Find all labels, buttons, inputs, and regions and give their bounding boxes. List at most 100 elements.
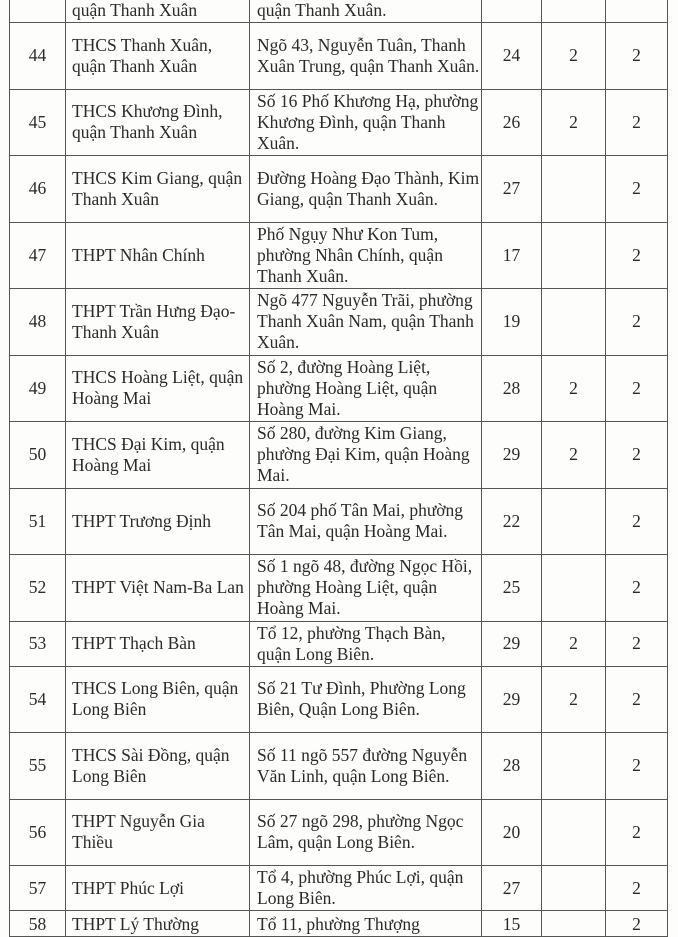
school-name: THPT Trương Định: [65, 487, 250, 555]
school-name: THCS Thanh Xuân, quận Thanh Xuân: [65, 22, 250, 90]
count-col-4: 27: [481, 155, 542, 223]
count-col-4: 22: [481, 487, 542, 555]
school-address: Số 1 ngõ 48, đường Ngọc Hồi, phường Hoàn…: [249, 554, 482, 622]
count-col-4: 28: [481, 732, 542, 800]
table-row: 44 THCS Thanh Xuân, quận Thanh Xuân Ngõ 43…: [9, 22, 668, 90]
count-col-6: 2: [605, 732, 668, 800]
school-address: Phố Ngụy Như Kon Tum, phường Nhân Chính,…: [249, 221, 482, 289]
row-number: 55: [9, 732, 66, 800]
school-name: THPT Thạch Bàn: [65, 620, 250, 667]
count-col-5: [541, 554, 606, 622]
count-col-5: [541, 487, 606, 555]
count-col-6: 2: [605, 155, 668, 223]
count-col-5: 2: [541, 354, 606, 422]
count-col-4: 15: [481, 910, 542, 937]
count-col-6: 2: [605, 487, 668, 555]
count-col-4: 27: [481, 865, 542, 911]
school-name: THPT Nguyễn Gia Thiều: [65, 798, 250, 866]
row-number: 58: [9, 910, 66, 937]
count-col-4: 29: [481, 620, 542, 667]
count-col-5: [541, 221, 606, 289]
count-col-6: 2: [605, 910, 668, 937]
count-col-4: 25: [481, 554, 542, 622]
count-col-5: 2: [541, 22, 606, 90]
school-address: Đường Hoàng Đạo Thành, Kim Giang, quận T…: [249, 155, 482, 223]
table-row: 52 THPT Việt Nam-Ba Lan Số 1 ngõ 48, đường…: [9, 554, 668, 622]
count-col-6: 2: [605, 288, 668, 356]
school-address: Tổ 11, phường Thượng: [249, 910, 482, 937]
count-col-5: [541, 910, 606, 937]
school-name: THCS Khương Đình, quận Thanh Xuân: [65, 88, 250, 156]
row-number: 49: [9, 354, 66, 422]
count-col-6: 2: [605, 665, 668, 733]
row-number: 48: [9, 288, 66, 356]
school-address: Ngõ 477 Nguyễn Trãi, phường Thanh Xuân N…: [249, 288, 482, 356]
school-name: THPT Phúc Lợi: [65, 865, 250, 911]
count-col-6: [605, 0, 668, 23]
school-address: Số 27 ngõ 298, phường Ngọc Lâm, quận Lon…: [249, 798, 482, 866]
count-col-5: [541, 865, 606, 911]
table-row: quận Thanh Xuân quận Thanh Xuân.: [9, 0, 668, 23]
table-row: 46 THCS Kim Giang, quận Thanh Xuân Đường H…: [9, 155, 668, 223]
row-number: 44: [9, 22, 66, 90]
count-col-4: 28: [481, 354, 542, 422]
count-col-5: 2: [541, 665, 606, 733]
school-address: Số 280, đường Kim Giang, phường Đại Kim,…: [249, 421, 482, 489]
count-col-5: [541, 798, 606, 866]
school-address: Số 2, đường Hoàng Liệt, phường Hoàng Liệ…: [249, 354, 482, 422]
row-number: [9, 0, 66, 23]
count-col-5: 2: [541, 620, 606, 667]
row-number: 47: [9, 221, 66, 289]
table-row: 56 THPT Nguyễn Gia Thiều Số 27 ngõ 298, ph…: [9, 798, 668, 866]
count-col-4: 17: [481, 221, 542, 289]
table-row: 47 THPT Nhân Chính Phố Ngụy Như Kon Tum, p…: [9, 221, 668, 289]
table-row: 55 THCS Sài Đồng, quận Long Biên Số 11 ngõ…: [9, 732, 668, 800]
school-name: THCS Long Biên, quận Long Biên: [65, 665, 250, 733]
count-col-5: 2: [541, 421, 606, 489]
count-col-5: [541, 155, 606, 223]
count-col-6: 2: [605, 22, 668, 90]
school-address: Ngõ 43, Nguyễn Tuân, Thanh Xuân Trung, q…: [249, 22, 482, 90]
row-number: 51: [9, 487, 66, 555]
count-col-6: 2: [605, 620, 668, 667]
school-name: THCS Sài Đồng, quận Long Biên: [65, 732, 250, 800]
school-name: quận Thanh Xuân: [65, 0, 250, 23]
count-col-6: 2: [605, 798, 668, 866]
table-row: 54 THCS Long Biên, quận Long Biên Số 21 Tư…: [9, 665, 668, 733]
row-number: 56: [9, 798, 66, 866]
school-name: THCS Kim Giang, quận Thanh Xuân: [65, 155, 250, 223]
count-col-5: [541, 732, 606, 800]
school-name: THPT Lý Thường: [65, 910, 250, 937]
count-col-6: 2: [605, 221, 668, 289]
table-row: 51 THPT Trương Định Số 204 phố Tân Mai, ph…: [9, 487, 668, 555]
schools-table: quận Thanh Xuân quận Thanh Xuân. 44 THCS Th…: [9, 0, 668, 937]
row-number: 54: [9, 665, 66, 733]
count-col-4: 26: [481, 88, 542, 156]
table-row: 57 THPT Phúc Lợi Tổ 4, phường Phúc Lợi, qu…: [9, 865, 668, 911]
school-address: quận Thanh Xuân.: [249, 0, 482, 23]
school-name: THCS Đại Kim, quận Hoàng Mai: [65, 421, 250, 489]
count-col-4: 20: [481, 798, 542, 866]
count-col-6: 2: [605, 554, 668, 622]
row-number: 52: [9, 554, 66, 622]
count-col-5: [541, 0, 606, 23]
count-col-6: 2: [605, 421, 668, 489]
table-row: 58 THPT Lý Thường Tổ 11, phường Thượng 15 2: [9, 910, 668, 937]
school-name: THPT Trần Hưng Đạo-Thanh Xuân: [65, 288, 250, 356]
school-address: Tổ 4, phường Phúc Lợi, quận Long Biên.: [249, 865, 482, 911]
count-col-6: 2: [605, 88, 668, 156]
row-number: 50: [9, 421, 66, 489]
school-name: THCS Hoàng Liệt, quận Hoàng Mai: [65, 354, 250, 422]
school-address: Số 16 Phố Khương Hạ, phường Khương Đình,…: [249, 88, 482, 156]
row-number: 57: [9, 865, 66, 911]
count-col-5: 2: [541, 88, 606, 156]
count-col-4: [481, 0, 542, 23]
table-row: 50 THCS Đại Kim, quận Hoàng Mai Số 280, đư…: [9, 421, 668, 489]
count-col-6: 2: [605, 354, 668, 422]
count-col-4: 19: [481, 288, 542, 356]
count-col-5: [541, 288, 606, 356]
count-col-4: 29: [481, 421, 542, 489]
table-row: 49 THCS Hoàng Liệt, quận Hoàng Mai Số 2, đ…: [9, 354, 668, 422]
table-row: 48 THPT Trần Hưng Đạo-Thanh Xuân Ngõ 477 N…: [9, 288, 668, 356]
table-row: 45 THCS Khương Đình, quận Thanh Xuân Số 16…: [9, 88, 668, 156]
